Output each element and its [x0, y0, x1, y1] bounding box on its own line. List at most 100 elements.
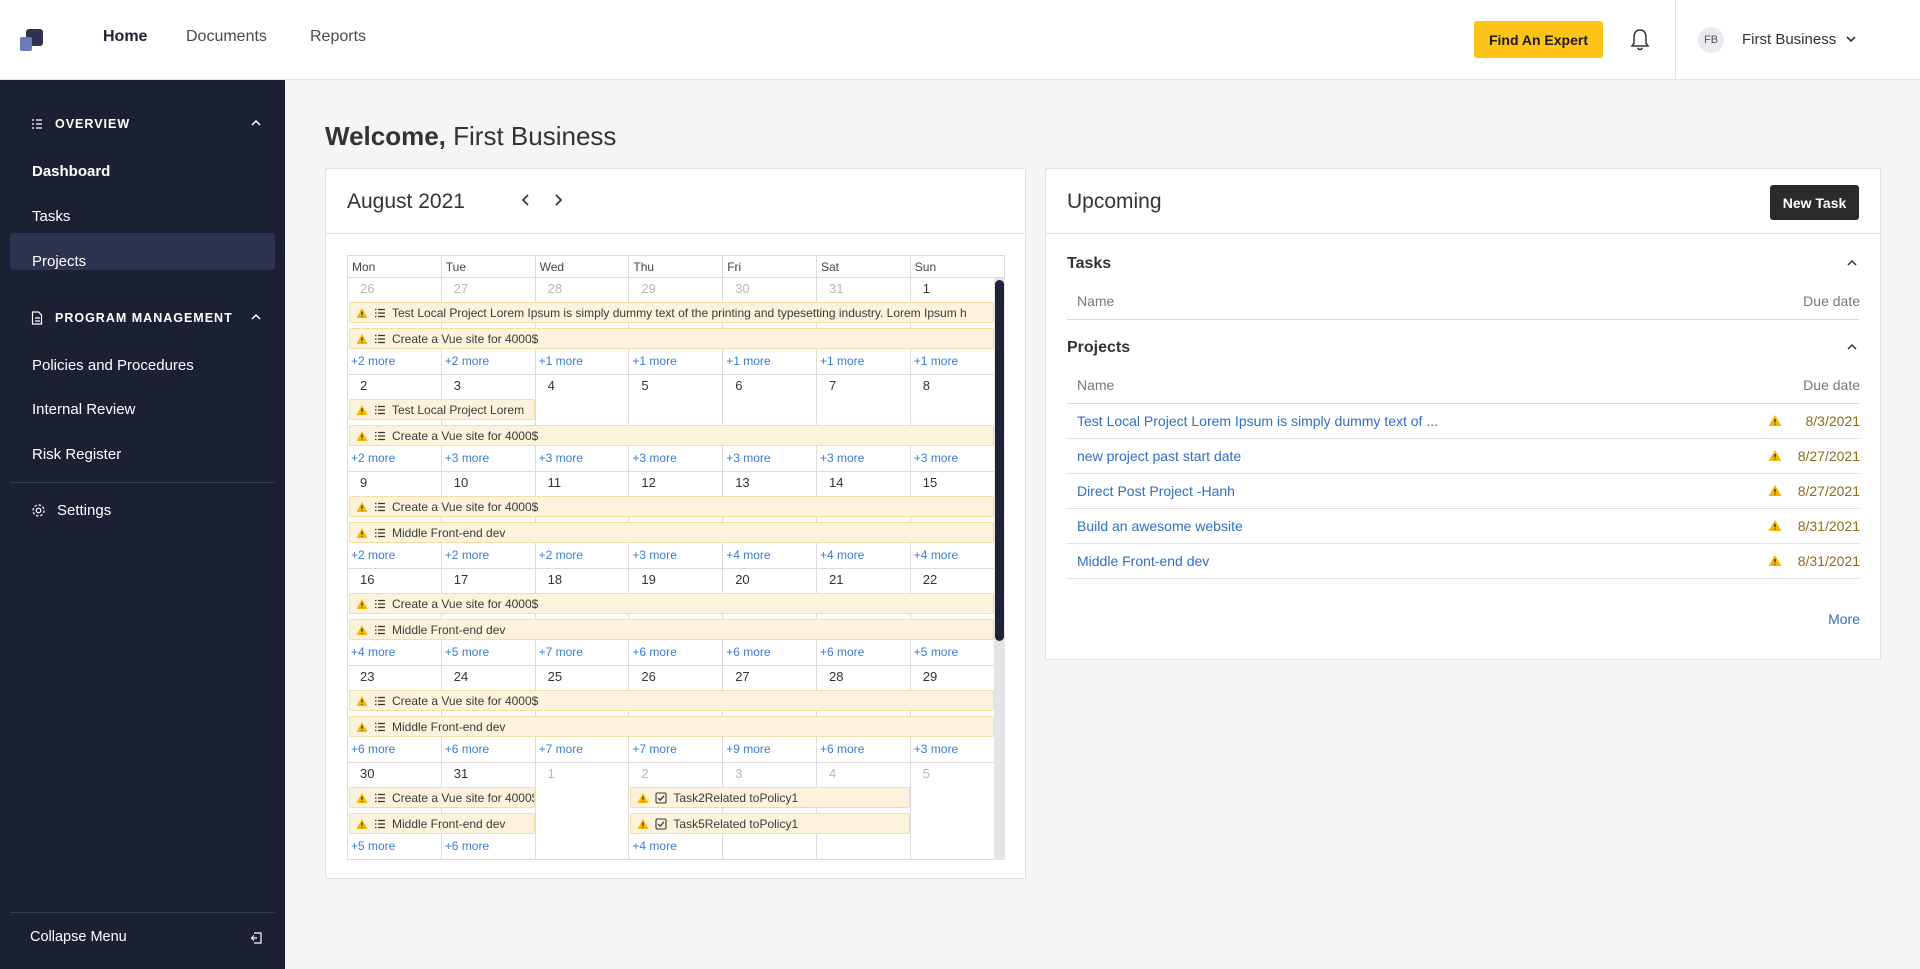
calendar-event[interactable]: Create a Vue site for 4000$	[349, 690, 994, 711]
more-link[interactable]: +3 more	[820, 451, 865, 465]
calendar-event[interactable]: Test Local Project Lorem Ipsum is simply…	[349, 302, 994, 323]
sidebar-item[interactable]: Policies and Procedures	[32, 357, 194, 374]
more-link[interactable]: +5 more	[351, 839, 396, 853]
more-link[interactable]: +2 more	[351, 354, 396, 368]
calendar-event[interactable]: Create a Vue site for 4000$	[349, 328, 994, 349]
more-link[interactable]: More	[1828, 611, 1860, 627]
day-cell[interactable]	[817, 375, 911, 472]
calendar-event[interactable]: Create a Vue site for 4000$	[349, 496, 994, 517]
more-link[interactable]: +6 more	[820, 742, 865, 756]
more-link[interactable]: +2 more	[444, 548, 490, 562]
more-link[interactable]: +1 more	[726, 354, 771, 368]
day-cell[interactable]	[441, 472, 536, 569]
nav-reports[interactable]: Reports	[310, 28, 367, 45]
more-link[interactable]: +3 more	[913, 451, 959, 465]
day-cell[interactable]	[348, 375, 442, 472]
day-cell[interactable]	[348, 569, 442, 666]
collapse-icon[interactable]	[250, 932, 262, 944]
more-link[interactable]: +2 more	[444, 354, 490, 368]
day-cell[interactable]	[348, 666, 442, 763]
more-link[interactable]: +1 more	[632, 354, 677, 368]
calendar-event[interactable]: Test Local Project Lorem	[349, 399, 535, 420]
calendar-event[interactable]: Middle Front-end dev	[349, 619, 994, 640]
section-title[interactable]: OVERVIEW	[55, 117, 131, 131]
day-cell[interactable]	[629, 569, 724, 666]
calendar-event[interactable]: Task5Related toPolicy1	[630, 813, 910, 834]
more-link[interactable]: +3 more	[444, 451, 490, 465]
more-link[interactable]: +3 more	[632, 451, 677, 465]
more-link[interactable]: +7 more	[538, 645, 583, 659]
day-cell[interactable]	[817, 472, 911, 569]
sidebar-item[interactable]: Dashboard	[32, 163, 111, 180]
more-link[interactable]: +6 more	[726, 645, 771, 659]
calendar-event[interactable]: Create a Vue site for 4000$	[349, 425, 994, 446]
project-name[interactable]: Direct Post Project -Hanh	[1077, 483, 1235, 499]
more-link[interactable]: +4 more	[726, 548, 771, 562]
more-link[interactable]: +5 more	[444, 645, 490, 659]
avatar[interactable]: FB	[1698, 27, 1724, 53]
calendar-event[interactable]: Middle Front-end dev	[349, 813, 535, 834]
nav-home[interactable]: Home	[103, 28, 148, 45]
more-link[interactable]: +4 more	[632, 839, 677, 853]
calendar-event[interactable]: Middle Front-end dev	[349, 716, 994, 737]
calendar-event[interactable]: Create a Vue site for 4000$	[349, 787, 535, 808]
more-link[interactable]: +6 more	[444, 839, 490, 853]
more-link[interactable]: +7 more	[632, 742, 677, 756]
more-link[interactable]: +6 more	[632, 645, 677, 659]
day-cell[interactable]	[348, 763, 442, 860]
more-link[interactable]: +7 more	[538, 742, 583, 756]
sidebar-item[interactable]: Tasks	[32, 208, 71, 225]
day-cell[interactable]	[441, 375, 536, 472]
user-name[interactable]: First Business	[1742, 31, 1837, 48]
section-title[interactable]: Tasks	[1067, 255, 1112, 272]
more-link[interactable]: +2 more	[538, 548, 583, 562]
nav-documents[interactable]: Documents	[186, 28, 267, 45]
project-name[interactable]: Middle Front-end dev	[1077, 553, 1210, 569]
prev-month[interactable]	[519, 193, 533, 207]
day-cell[interactable]	[817, 763, 911, 860]
day-cell[interactable]	[535, 278, 630, 375]
calendar-event[interactable]: Task2Related toPolicy1	[630, 787, 910, 808]
more-link[interactable]: +6 more	[351, 742, 396, 756]
day-cell[interactable]	[441, 278, 536, 375]
new-task-button[interactable]: New Task	[1770, 185, 1859, 220]
more-link[interactable]: +4 more	[820, 548, 865, 562]
day-cell[interactable]	[817, 278, 911, 375]
more-link[interactable]: +4 more	[351, 645, 396, 659]
project-name[interactable]: Test Local Project Lorem Ipsum is simply…	[1077, 413, 1439, 429]
day-cell[interactable]	[441, 666, 536, 763]
chevron[interactable]	[1846, 342, 1858, 352]
sidebar-item[interactable]: Projects	[32, 253, 87, 270]
logo[interactable]	[20, 29, 43, 51]
day-cell[interactable]	[723, 763, 817, 860]
day-cell[interactable]	[817, 569, 911, 666]
next-month[interactable]	[551, 193, 565, 207]
sidebar-item[interactable]: Settings	[57, 502, 112, 519]
day-cell[interactable]	[629, 472, 724, 569]
calendar-event[interactable]: Middle Front-end dev	[349, 522, 994, 543]
day-cell[interactable]	[817, 666, 911, 763]
day-cell[interactable]	[348, 278, 442, 375]
calendar-event[interactable]: Create a Vue site for 4000$	[349, 593, 994, 614]
day-cell[interactable]	[629, 278, 724, 375]
user-menu-chevron[interactable]	[1845, 34, 1857, 44]
section-title[interactable]: PROGRAM MANAGEMENT	[55, 311, 233, 325]
more-link[interactable]: +6 more	[820, 645, 865, 659]
more-link[interactable]: +3 more	[538, 451, 583, 465]
day-cell[interactable]	[723, 569, 817, 666]
sidebar-item[interactable]: Risk Register	[32, 446, 122, 463]
scrollbar-thumb[interactable]	[995, 280, 1004, 641]
more-link[interactable]: +6 more	[444, 742, 490, 756]
more-link[interactable]: +3 more	[913, 742, 959, 756]
more-link[interactable]: +1 more	[820, 354, 865, 368]
day-cell[interactable]	[535, 666, 630, 763]
day-cell[interactable]	[535, 375, 630, 472]
more-link[interactable]: +2 more	[351, 548, 396, 562]
day-cell[interactable]	[723, 666, 817, 763]
day-cell[interactable]	[629, 666, 724, 763]
more-link[interactable]: +2 more	[351, 451, 396, 465]
day-cell[interactable]	[441, 763, 536, 860]
notifications[interactable]	[1630, 28, 1650, 52]
more-link[interactable]: +3 more	[632, 548, 677, 562]
more-link[interactable]: +4 more	[913, 548, 959, 562]
